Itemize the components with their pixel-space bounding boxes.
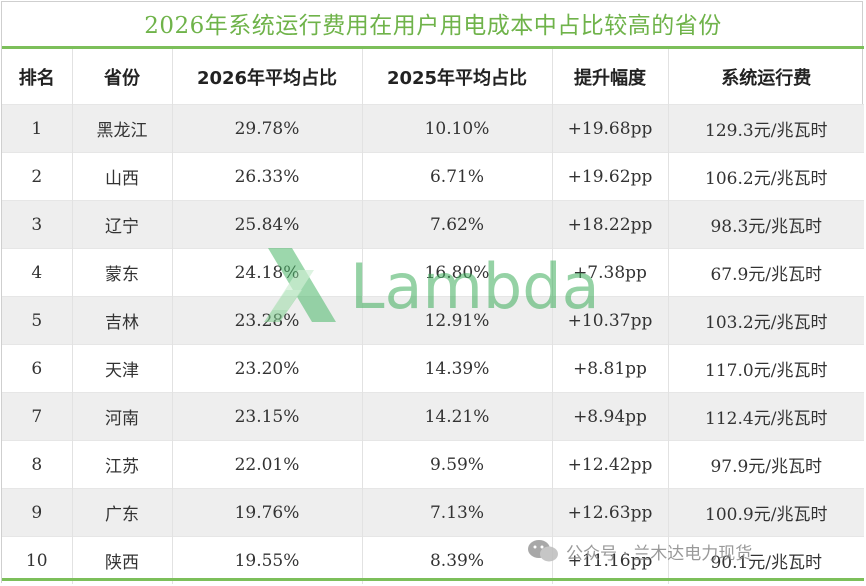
cell-province: 天津 [72,344,173,393]
header-province: 省份 [72,49,173,105]
cell-rank: 10 [2,536,73,584]
cell-share-2026: 29.78% [172,104,363,153]
cell-share-2026: 22.01% [172,440,363,489]
cell-share-2025: 9.59% [362,440,553,489]
cell-rank: 9 [2,488,73,537]
cell-fee: 117.0元/兆瓦时 [705,361,828,381]
cell-fee: 129.3元/兆瓦时 [705,121,828,141]
cell-rank: 2 [2,152,73,201]
header-share-2026: 2026年平均占比 [172,49,363,105]
title-rule [2,46,864,49]
header-fee: 系统运行费 [721,67,812,89]
cell-increase: +18.22pp [552,200,669,249]
cell-province: 黑龙江 [72,104,173,153]
cell-increase: +8.81pp [552,344,669,393]
cell-increase: +11.16pp [552,536,669,584]
cell-province: 辽宁 [72,200,173,249]
cell-share-2025: 14.21% [362,392,553,441]
table-row: 3 辽宁 25.84% 7.62% +18.22pp 98.3元/兆瓦时 [2,200,864,249]
cell-province: 蒙东 [72,248,173,297]
cell-rank: 8 [2,440,73,489]
cell-rank: 1 [2,104,73,153]
cell-share-2025: 14.39% [362,344,553,393]
cell-rank: 7 [2,392,73,441]
cell-province: 江苏 [72,440,173,489]
cell-increase: +19.62pp [552,152,669,201]
cell-fee: 103.2元/兆瓦时 [705,313,828,333]
cell-share-2026: 26.33% [172,152,363,201]
cell-share-2025: 7.13% [362,488,553,537]
cell-increase: +12.42pp [552,440,669,489]
cell-fee: 106.2元/兆瓦时 [705,169,828,189]
table-row: 10 陕西 19.55% 8.39% +11.16pp 90.1元/兆瓦时 [2,536,864,584]
cell-fee: 67.9元/兆瓦时 [710,265,823,285]
ranking-table: 排名 省份 2026年平均占比 2025年平均占比 提升幅度 系统运行费 1 黑龙… [2,49,864,584]
cell-fee: 100.9元/兆瓦时 [705,505,828,525]
table-row: 5 吉林 23.28% 12.91% +10.37pp 103.2元/兆瓦时 [2,296,864,345]
header-increase: 提升幅度 [552,49,669,105]
table-row: 4 蒙东 24.18% 16.80% +7.38pp 67.9元/兆瓦时 [2,248,864,297]
cell-share-2025: 6.71% [362,152,553,201]
cell-rank: 3 [2,200,73,249]
cell-fee: 90.1元/兆瓦时 [710,553,823,573]
cell-rank: 6 [2,344,73,393]
cell-province: 河南 [72,392,173,441]
cell-increase: +7.38pp [552,248,669,297]
table-row: 6 天津 23.20% 14.39% +8.81pp 117.0元/兆瓦时 [2,344,864,393]
cell-rank: 4 [2,248,73,297]
table-row: 1 黑龙江 29.78% 10.10% +19.68pp 129.3元/兆瓦时 [2,104,864,153]
cell-share-2025: 16.80% [362,248,553,297]
cell-share-2026: 23.15% [172,392,363,441]
cell-rank: 5 [2,296,73,345]
cell-province: 山西 [72,152,173,201]
cell-share-2026: 24.18% [172,248,363,297]
header-rank: 排名 [2,49,73,105]
cell-increase: +19.68pp [552,104,669,153]
cell-share-2026: 19.55% [172,536,363,584]
table-row: 7 河南 23.15% 14.21% +8.94pp 112.4元/兆瓦时 [2,392,864,441]
bottom-rule [2,578,864,581]
table-row: 2 山西 26.33% 6.71% +19.62pp 106.2元/兆瓦时 [2,152,864,201]
cell-province: 陕西 [72,536,173,584]
cell-province: 吉林 [72,296,173,345]
cell-share-2026: 23.28% [172,296,363,345]
table-row: 9 广东 19.76% 7.13% +12.63pp 100.9元/兆瓦时 [2,488,864,537]
cell-share-2025: 8.39% [362,536,553,584]
table-row: 8 江苏 22.01% 9.59% +12.42pp 97.9元/兆瓦时 [2,440,864,489]
cell-share-2026: 19.76% [172,488,363,537]
cell-fee: 97.9元/兆瓦时 [710,457,823,477]
header-share-2025: 2025年平均占比 [362,49,553,105]
cell-fee: 98.3元/兆瓦时 [710,217,823,237]
cell-share-2026: 25.84% [172,200,363,249]
cell-share-2025: 10.10% [362,104,553,153]
cell-share-2026: 23.20% [172,344,363,393]
table-title: 2026年系统运行费用在用户用电成本中占比较高的省份 [144,13,722,39]
cell-share-2025: 12.91% [362,296,553,345]
header-row: 排名 省份 2026年平均占比 2025年平均占比 提升幅度 系统运行费 [2,49,864,105]
cell-increase: +10.37pp [552,296,669,345]
cell-fee: 112.4元/兆瓦时 [705,409,828,429]
cell-share-2025: 7.62% [362,200,553,249]
cell-increase: +8.94pp [552,392,669,441]
cell-increase: +12.63pp [552,488,669,537]
cell-province: 广东 [72,488,173,537]
